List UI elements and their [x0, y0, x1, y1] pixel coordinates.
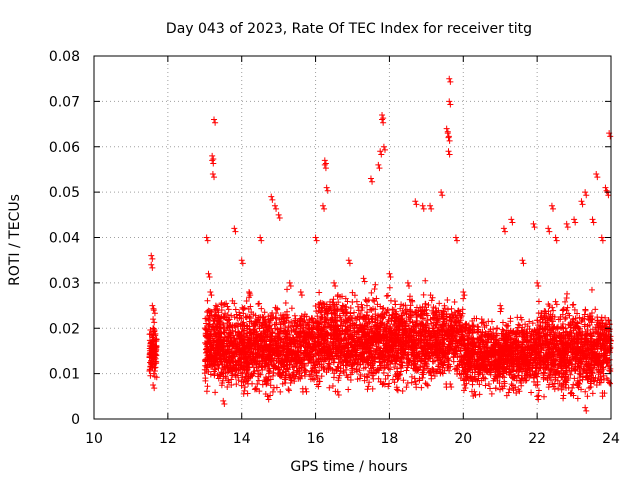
data-point [233, 381, 240, 388]
data-point [292, 315, 299, 322]
data-point [302, 385, 309, 392]
data-point [254, 367, 261, 374]
data-point [206, 361, 213, 368]
data-point [274, 306, 281, 313]
data-point [309, 375, 316, 382]
data-point [285, 366, 292, 373]
data-points [146, 75, 614, 414]
data-point [301, 373, 308, 380]
data-point [146, 368, 153, 375]
data-point [284, 286, 291, 293]
data-point [265, 313, 272, 320]
data-point [269, 372, 276, 379]
data-point [204, 297, 211, 304]
data-point [205, 316, 212, 323]
data-point [210, 324, 217, 331]
data-point [290, 364, 297, 371]
data-point [267, 392, 274, 399]
data-point [241, 305, 248, 312]
data-point [222, 373, 229, 380]
data-point [232, 306, 239, 313]
data-point [277, 388, 284, 395]
data-point [153, 360, 160, 367]
data-point [284, 314, 291, 321]
data-point [282, 299, 289, 306]
data-point [232, 361, 239, 368]
data-point [311, 376, 318, 383]
data-point [291, 312, 298, 319]
data-point [235, 377, 242, 384]
data-point [147, 372, 154, 379]
data-point [207, 371, 214, 378]
grid [94, 56, 611, 419]
data-point [241, 387, 248, 394]
data-point [203, 388, 210, 395]
data-point [211, 350, 218, 357]
data-point [151, 368, 158, 375]
data-point [232, 324, 239, 331]
data-point [285, 324, 292, 331]
data-point [299, 360, 306, 367]
data-point [204, 383, 211, 390]
chart-title: Day 043 of 2023, Rate Of TEC Index for r… [166, 21, 532, 37]
data-point [146, 345, 153, 352]
data-point [151, 356, 158, 363]
data-point [247, 349, 254, 356]
data-point [237, 370, 244, 377]
data-point [251, 368, 258, 375]
data-point [236, 309, 243, 316]
data-point [244, 313, 251, 320]
data-point [263, 381, 270, 388]
data-point [206, 317, 213, 324]
data-point [282, 379, 289, 386]
data-point [249, 380, 256, 387]
data-point [224, 384, 231, 391]
data-point [273, 384, 280, 391]
data-point [247, 315, 254, 322]
data-point [286, 387, 293, 394]
data-point [256, 325, 263, 332]
data-point [225, 306, 232, 313]
data-point [269, 388, 276, 395]
data-point [146, 331, 153, 338]
data-point [241, 384, 248, 391]
